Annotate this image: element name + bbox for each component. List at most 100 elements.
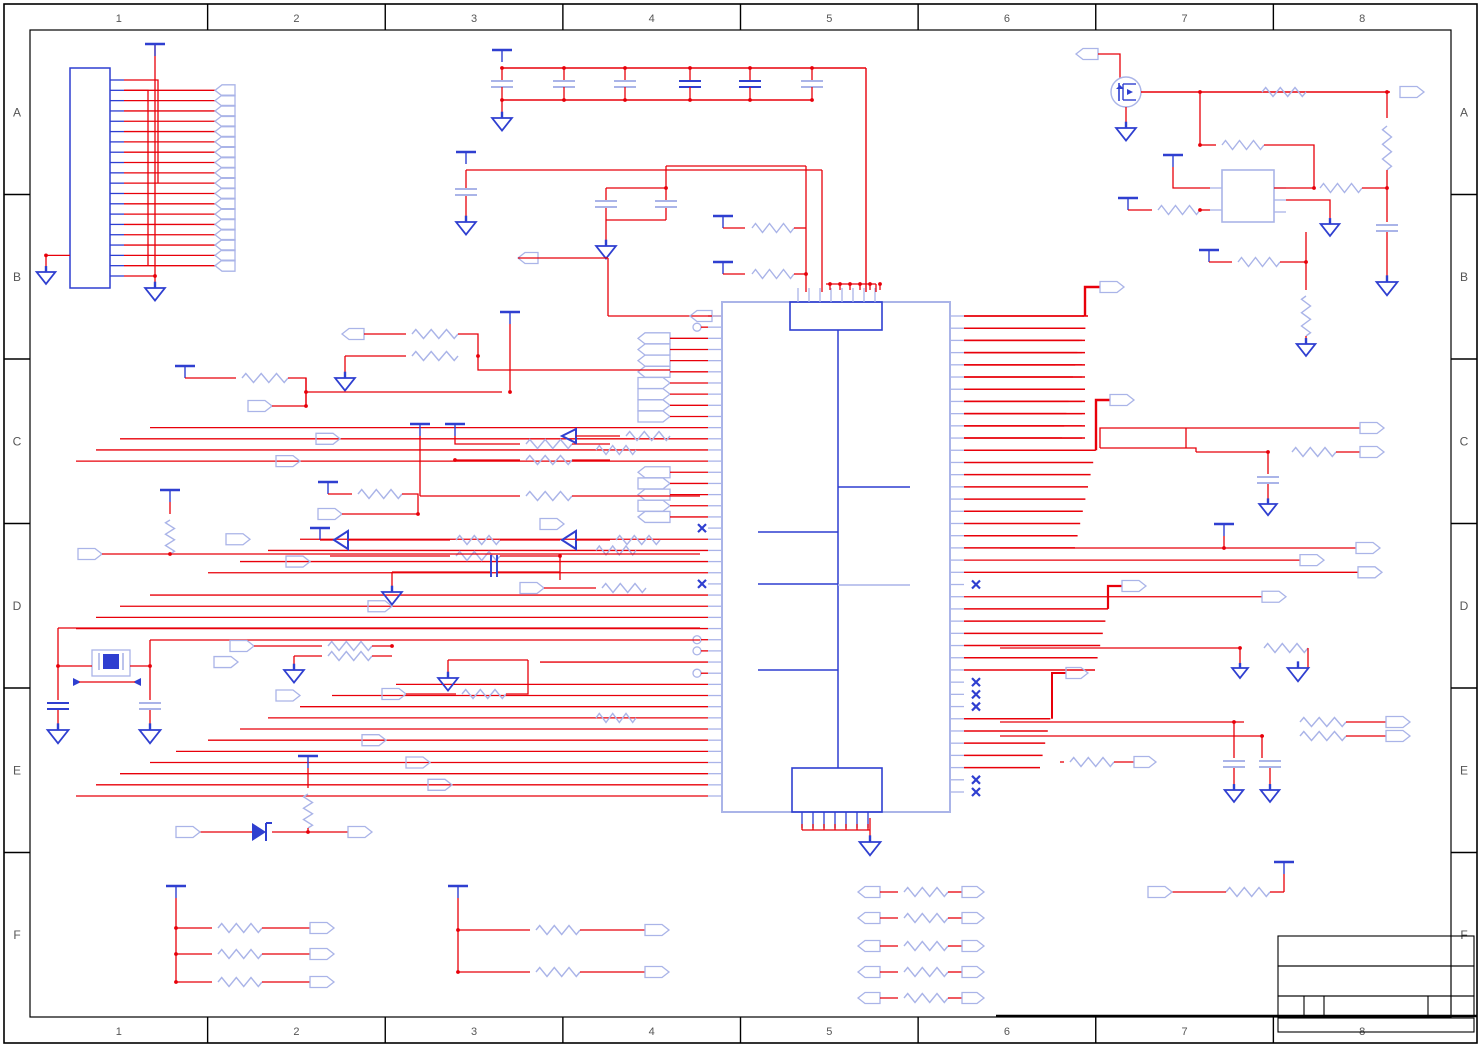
- net-port-icon: [213, 115, 236, 128]
- zone-row-label: F: [13, 928, 20, 942]
- wire: [124, 79, 159, 184]
- resistor-icon: [327, 640, 373, 652]
- junction: [623, 98, 627, 102]
- crystal-section: [45, 627, 700, 841]
- junction: [390, 644, 394, 648]
- junction: [1198, 143, 1202, 147]
- resistor-icon: [903, 886, 949, 898]
- frame-inner: [29, 29, 1452, 1018]
- net-port-icon: [636, 510, 671, 524]
- junction: [453, 458, 457, 462]
- ground-icon: [1114, 127, 1138, 143]
- net-port-icon: [856, 939, 881, 953]
- no-connect-icon: [971, 579, 981, 590]
- net-port-icon: [347, 825, 374, 839]
- wire: [458, 333, 479, 356]
- zone-row-label: C: [1460, 434, 1469, 448]
- junction: [688, 66, 692, 70]
- net-port-icon: [644, 923, 671, 937]
- wire: [1100, 447, 1197, 452]
- main-ic-top-subblock: [789, 301, 883, 331]
- ground-icon: [594, 245, 618, 261]
- regulator-ic-body: [1221, 169, 1275, 223]
- crystal-case-pin: [133, 678, 141, 686]
- net-port-icon: [961, 965, 986, 979]
- resistor-icon: [525, 454, 573, 466]
- net-port-icon: [285, 555, 312, 568]
- zone-column-label: 3: [471, 1026, 477, 1038]
- power-regulator-section: [1074, 47, 1426, 358]
- ground-icon: [34, 271, 58, 286]
- net-port-icon: [637, 387, 672, 401]
- main-ic-section: [708, 282, 964, 857]
- crystal-case-pin: [73, 678, 81, 686]
- net-port-icon: [213, 146, 236, 159]
- resistor-icon: [595, 712, 637, 724]
- junction: [1222, 546, 1226, 550]
- resistor-icon: [357, 488, 403, 500]
- no-connect-icon: [971, 689, 981, 700]
- zone-row-label: D: [1460, 599, 1469, 613]
- net-port-icon: [309, 975, 336, 989]
- junction: [858, 282, 862, 286]
- net-port-icon: [213, 249, 236, 262]
- pin-bubble-icon: [692, 668, 702, 678]
- resistor-icon: [1319, 182, 1363, 194]
- wire: [506, 660, 529, 695]
- port-arrow-left: [559, 427, 577, 445]
- net-port-icon: [637, 477, 672, 490]
- resistor-icon: [327, 650, 373, 662]
- junction: [304, 390, 308, 394]
- wire: [1051, 672, 1066, 719]
- zone-column-label: 4: [649, 1026, 655, 1038]
- no-connect-icon: [971, 775, 981, 785]
- net-port-icon: [961, 911, 986, 925]
- wire: [124, 89, 149, 266]
- resistor-icon: [625, 430, 671, 442]
- junction: [804, 272, 808, 276]
- junction: [810, 66, 814, 70]
- net-port-icon: [315, 432, 342, 445]
- resistor-icon: [217, 922, 263, 934]
- net-port-icon: [213, 166, 236, 179]
- frame-outer: [3, 3, 1478, 1044]
- net-port-icon: [340, 327, 365, 341]
- resistor-icon: [903, 992, 949, 1004]
- net-port-icon: [519, 581, 546, 595]
- net-port-icon: [1355, 541, 1382, 555]
- main-ic-body: [721, 301, 951, 813]
- wire: [1172, 167, 1210, 189]
- net-port-icon: [1133, 755, 1158, 769]
- net-port-icon: [1147, 885, 1174, 899]
- net-port-icon: [1385, 715, 1412, 729]
- zone-column-label: 8: [1359, 13, 1365, 25]
- net-port-icon: [309, 947, 336, 961]
- series-resistor-bank: [856, 885, 986, 1005]
- junction: [562, 66, 566, 70]
- resistor-icon: [1381, 125, 1393, 171]
- net-port-icon: [77, 547, 104, 561]
- net-port-icon: [1299, 553, 1326, 567]
- zone-column-label: 1: [116, 1026, 122, 1038]
- title-block-row1: [1277, 935, 1475, 967]
- resistor-icon: [411, 350, 459, 362]
- resistor-icon: [535, 966, 581, 978]
- resistor-icon: [241, 372, 289, 384]
- net-port-icon: [1359, 421, 1386, 435]
- zone-row-label: A: [13, 105, 21, 119]
- resistor-icon: [1263, 642, 1309, 654]
- net-port-icon: [229, 639, 256, 653]
- resistor-icon: [525, 490, 573, 502]
- wire: [1106, 584, 1122, 609]
- wire: [1083, 285, 1100, 316]
- wire: [1264, 144, 1315, 188]
- ground-icon: [1230, 667, 1250, 680]
- net-port-icon: [213, 259, 236, 272]
- net-port-icon: [367, 600, 394, 613]
- junction: [810, 98, 814, 102]
- net-port-icon: [1065, 666, 1090, 680]
- wire: [454, 436, 520, 445]
- net-port-icon: [856, 885, 881, 899]
- zone-column-label: 6: [1004, 13, 1010, 25]
